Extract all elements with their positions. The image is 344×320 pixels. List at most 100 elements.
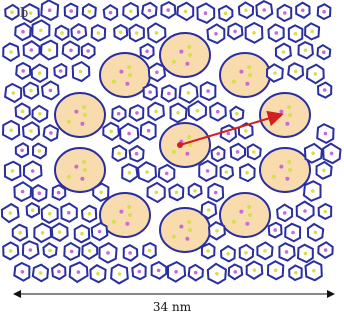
particle-dot	[185, 61, 190, 66]
particle-dot	[20, 109, 25, 114]
particle-dot	[171, 59, 176, 64]
particle-dot	[235, 150, 240, 154]
particle-dot	[96, 31, 101, 35]
particle-dot	[128, 251, 132, 255]
particle-dot	[284, 250, 289, 254]
particle-dot	[288, 168, 292, 172]
particle-dot	[248, 213, 252, 217]
particle-dot	[134, 31, 139, 35]
particle-dot	[74, 164, 79, 169]
particle-dot	[117, 151, 121, 156]
particle-dot	[293, 69, 298, 74]
particle-dot	[74, 109, 79, 114]
particle-dot	[58, 69, 63, 73]
particle-dot	[323, 131, 328, 136]
particle-dot	[8, 211, 13, 215]
particle-dot	[128, 213, 132, 217]
cell-network	[0, 0, 342, 285]
particle-dot	[252, 268, 257, 272]
highlighted-cell	[159, 122, 211, 168]
particle-dot	[171, 234, 176, 239]
particle-dot	[187, 135, 192, 139]
particle-dot	[57, 230, 62, 234]
arrow-origin-dot	[177, 142, 183, 148]
particle-dot	[30, 169, 35, 173]
particle-dot	[9, 128, 13, 132]
particle-dot	[313, 72, 318, 76]
particle-dot	[262, 8, 267, 12]
particle-dot	[116, 111, 121, 116]
particle-dot	[48, 211, 52, 216]
particle-dot	[188, 53, 192, 57]
particle-dot	[310, 29, 315, 34]
particle-dot	[146, 128, 151, 133]
particle-dot	[183, 9, 188, 14]
particle-dot	[11, 91, 16, 95]
particle-dot	[301, 8, 305, 13]
particle-dot	[294, 271, 298, 275]
particle-dot	[322, 88, 327, 92]
particle-dot	[188, 228, 192, 232]
particle-dot	[303, 251, 308, 256]
particle-dot	[28, 248, 33, 252]
particle-dot	[193, 270, 198, 275]
particle-dot	[166, 8, 170, 12]
particle-dot	[69, 249, 74, 254]
particle-dot	[231, 79, 236, 84]
particle-dot	[263, 249, 267, 253]
particle-dot	[203, 11, 208, 15]
particle-dot	[76, 270, 81, 274]
particle-dot	[119, 69, 124, 74]
particle-dot	[233, 29, 237, 34]
particle-dot	[29, 48, 34, 52]
particle-dot	[69, 48, 73, 53]
particle-dot	[174, 270, 178, 274]
particle-dot	[285, 176, 290, 181]
particle-dot	[224, 170, 229, 174]
particle-dot	[186, 91, 191, 95]
particle-dot	[174, 190, 179, 195]
particle-dot	[29, 88, 33, 93]
particle-dot	[216, 109, 220, 114]
particle-dot	[56, 190, 61, 195]
particle-dot	[48, 88, 53, 93]
particle-dot	[77, 30, 81, 34]
particle-dot	[214, 32, 218, 36]
particle-dot	[273, 71, 277, 75]
particle-dot	[80, 121, 85, 126]
particle-dot	[21, 69, 26, 73]
particle-dot	[244, 129, 248, 133]
particle-dot	[30, 208, 35, 212]
particle-dot	[188, 143, 192, 147]
particle-dot	[83, 168, 87, 172]
particle-dot	[60, 31, 64, 35]
particle-dot	[187, 220, 192, 224]
particle-dot	[311, 151, 315, 155]
particle-dot	[10, 169, 15, 173]
particle-dot	[271, 119, 276, 124]
particle-dot	[171, 149, 176, 154]
particle-dot	[117, 272, 122, 276]
particle-dot	[83, 113, 87, 117]
particle-dot	[148, 90, 152, 94]
particle-dot	[247, 205, 252, 209]
highlighted-cell	[54, 147, 106, 193]
particle-dot	[322, 168, 326, 173]
particle-dot	[137, 269, 142, 274]
particle-dot	[231, 219, 236, 224]
particle-dot	[86, 49, 90, 53]
particle-dot	[82, 105, 87, 109]
particle-dot	[226, 252, 230, 256]
particle-dot	[106, 251, 110, 255]
particle-dot	[145, 49, 149, 54]
particle-dot	[283, 11, 287, 15]
particle-dot	[285, 121, 290, 126]
particle-dot	[322, 50, 326, 54]
particle-dot	[311, 189, 315, 193]
particle-dot	[273, 228, 278, 232]
particle-dot	[127, 65, 132, 69]
particle-dot	[111, 219, 116, 224]
particle-dot	[213, 190, 218, 195]
particle-dot	[66, 119, 71, 124]
particle-dot	[323, 209, 328, 214]
